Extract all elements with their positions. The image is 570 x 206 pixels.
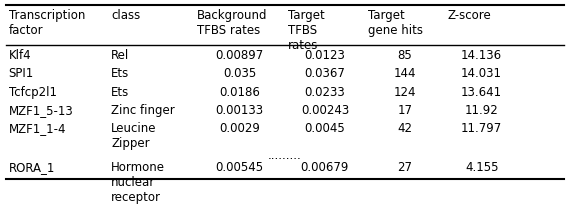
Text: 0.00679: 0.00679 [301, 160, 349, 173]
Text: Background
TFBS rates: Background TFBS rates [197, 9, 267, 37]
Text: 13.641: 13.641 [461, 85, 502, 98]
Text: 14.031: 14.031 [461, 67, 502, 80]
Text: 42: 42 [397, 122, 412, 135]
Text: Target
TFBS
rates: Target TFBS rates [288, 9, 324, 52]
Text: 14.136: 14.136 [461, 48, 502, 61]
Text: 11.797: 11.797 [461, 122, 502, 135]
Text: Z-score: Z-score [447, 9, 491, 22]
Text: Hormone
nuclear
receptor: Hormone nuclear receptor [111, 160, 165, 203]
Text: Rel: Rel [111, 48, 129, 61]
Text: Klf4: Klf4 [9, 48, 31, 61]
Text: MZF1_1-4: MZF1_1-4 [9, 122, 66, 135]
Text: 0.0045: 0.0045 [304, 122, 345, 135]
Text: 17: 17 [397, 103, 412, 116]
Text: 0.00243: 0.00243 [301, 103, 349, 116]
Text: 85: 85 [397, 48, 412, 61]
Text: .........: ......... [268, 149, 302, 161]
Text: 0.0123: 0.0123 [304, 48, 345, 61]
Text: Tcfcp2l1: Tcfcp2l1 [9, 85, 56, 98]
Text: 124: 124 [393, 85, 416, 98]
Text: 0.035: 0.035 [223, 67, 256, 80]
Text: 0.0186: 0.0186 [219, 85, 260, 98]
Text: Transcription
factor: Transcription factor [9, 9, 85, 37]
Text: 4.155: 4.155 [465, 160, 498, 173]
Text: MZF1_5-13: MZF1_5-13 [9, 103, 74, 116]
Text: Zinc finger: Zinc finger [111, 103, 175, 116]
Text: 0.0233: 0.0233 [304, 85, 345, 98]
Text: 0.00545: 0.00545 [215, 160, 263, 173]
Text: 11.92: 11.92 [465, 103, 499, 116]
Text: 144: 144 [393, 67, 416, 80]
Text: Target
gene hits: Target gene hits [368, 9, 422, 37]
Text: Ets: Ets [111, 85, 129, 98]
Text: 0.00133: 0.00133 [215, 103, 263, 116]
Text: 27: 27 [397, 160, 412, 173]
Text: 0.00897: 0.00897 [215, 48, 263, 61]
Text: 0.0367: 0.0367 [304, 67, 345, 80]
Text: Ets: Ets [111, 67, 129, 80]
Text: Leucine
Zipper: Leucine Zipper [111, 122, 157, 150]
Text: class: class [111, 9, 140, 22]
Text: SPI1: SPI1 [9, 67, 34, 80]
Text: RORA_1: RORA_1 [9, 160, 55, 173]
Text: 0.0029: 0.0029 [219, 122, 260, 135]
